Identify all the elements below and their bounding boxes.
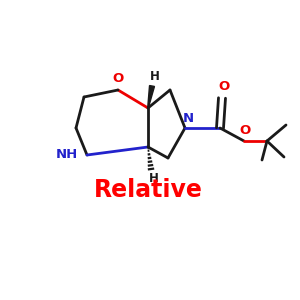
Text: O: O <box>218 80 230 94</box>
Text: NH: NH <box>56 148 78 160</box>
Text: O: O <box>239 124 250 137</box>
Text: Relative: Relative <box>94 178 202 202</box>
Text: O: O <box>112 71 124 85</box>
Text: H: H <box>150 70 160 83</box>
Text: H: H <box>149 172 159 184</box>
Text: N: N <box>182 112 194 124</box>
Polygon shape <box>148 85 154 108</box>
